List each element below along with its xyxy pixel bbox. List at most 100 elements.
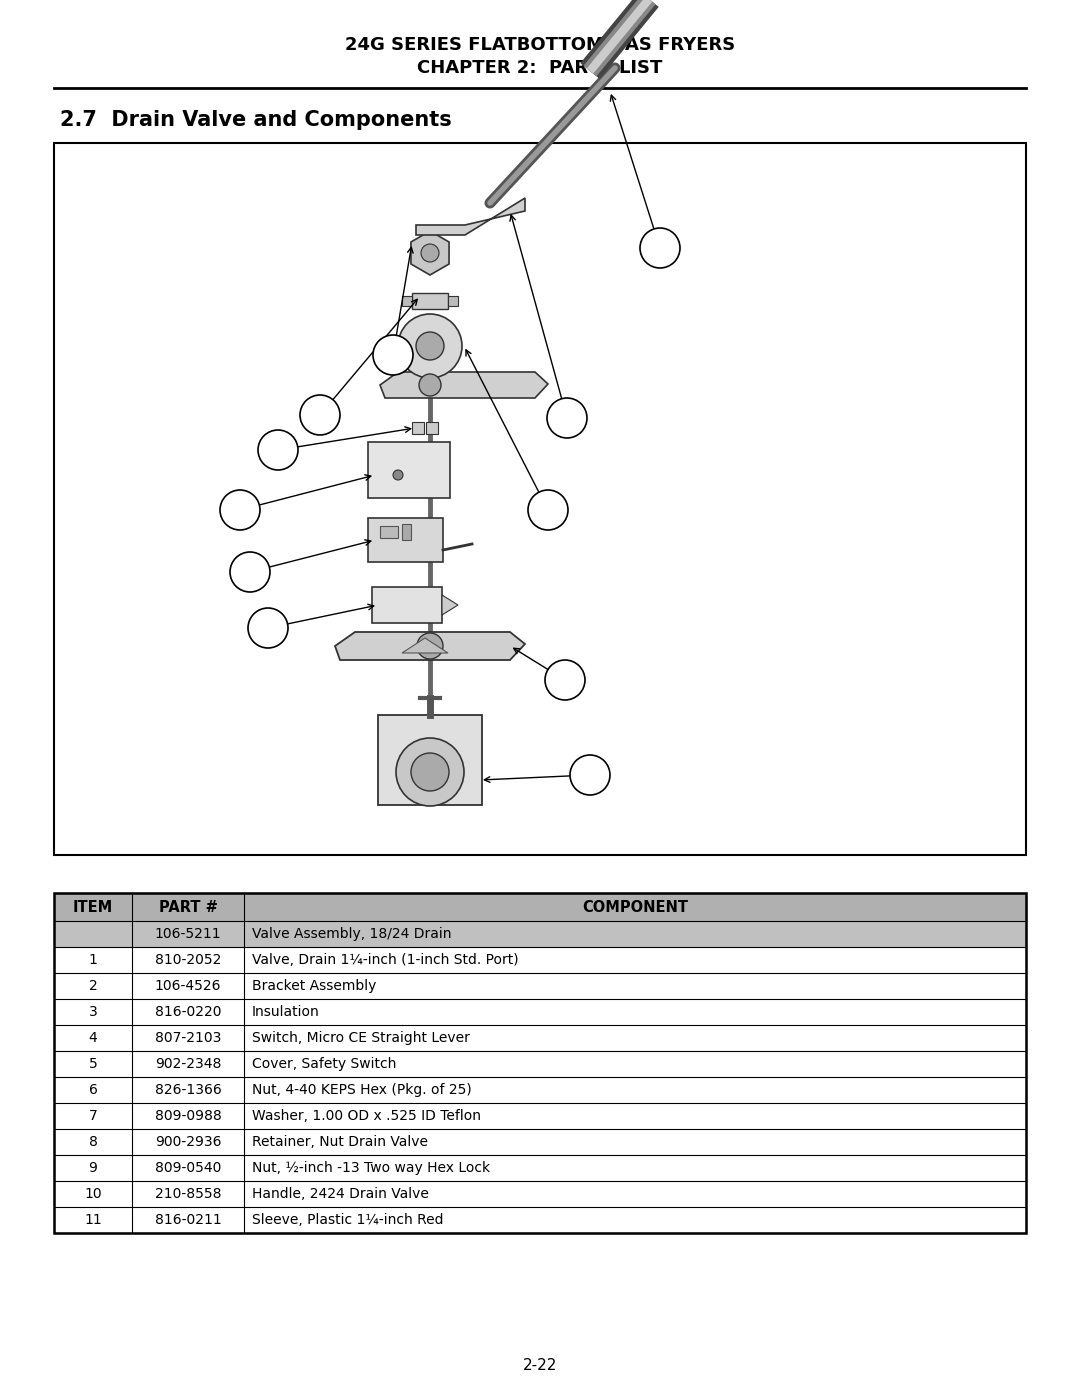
Text: Handle, 2424 Drain Valve: Handle, 2424 Drain Valve: [252, 1187, 429, 1201]
Circle shape: [300, 395, 340, 434]
Bar: [54, 142, 1026, 855]
Text: 8: 8: [315, 408, 324, 422]
Text: 10: 10: [84, 1187, 102, 1201]
Polygon shape: [380, 372, 548, 398]
Text: 106-5211: 106-5211: [154, 928, 221, 942]
Text: 7: 7: [89, 1109, 97, 1123]
Bar: [54, 999, 1026, 1025]
Polygon shape: [335, 631, 525, 659]
Text: 5: 5: [235, 503, 244, 517]
Circle shape: [419, 374, 441, 395]
Circle shape: [528, 490, 568, 529]
Circle shape: [373, 335, 413, 374]
Circle shape: [396, 738, 464, 806]
Text: 809-0988: 809-0988: [154, 1109, 221, 1123]
Circle shape: [258, 430, 298, 469]
Text: COMPONENT: COMPONENT: [582, 900, 688, 915]
Text: 2.7  Drain Valve and Components: 2.7 Drain Valve and Components: [60, 110, 451, 130]
Text: PART #: PART #: [159, 900, 217, 915]
Circle shape: [545, 659, 585, 700]
Circle shape: [411, 753, 449, 791]
Bar: [380, 527, 399, 538]
Text: 11: 11: [84, 1213, 102, 1227]
Text: 106-4526: 106-4526: [154, 979, 221, 993]
Text: ITEM: ITEM: [72, 900, 113, 915]
Text: Valve, Drain 1¼-inch (1-inch Std. Port): Valve, Drain 1¼-inch (1-inch Std. Port): [252, 953, 518, 967]
Bar: [54, 972, 1026, 999]
Text: 826-1366: 826-1366: [154, 1083, 221, 1097]
Bar: [448, 296, 458, 306]
Circle shape: [393, 469, 403, 481]
Text: 6: 6: [89, 1083, 97, 1097]
Text: 9: 9: [89, 1161, 97, 1175]
Text: 210-8558: 210-8558: [154, 1187, 221, 1201]
Text: 816-0211: 816-0211: [154, 1213, 221, 1227]
Bar: [54, 893, 1026, 921]
Bar: [54, 947, 1026, 972]
Circle shape: [570, 754, 610, 795]
Circle shape: [248, 608, 288, 648]
Bar: [378, 715, 482, 805]
Text: Washer, 1.00 OD x .525 ID Teflon: Washer, 1.00 OD x .525 ID Teflon: [252, 1109, 481, 1123]
Text: Nut, 4-40 KEPS Hex (Pkg. of 25): Nut, 4-40 KEPS Hex (Pkg. of 25): [252, 1083, 472, 1097]
Bar: [54, 1180, 1026, 1207]
Text: 902-2348: 902-2348: [154, 1058, 221, 1071]
Text: 2: 2: [89, 979, 97, 993]
Circle shape: [416, 332, 444, 360]
Circle shape: [417, 633, 443, 659]
Bar: [54, 1155, 1026, 1180]
Text: 3: 3: [264, 622, 272, 636]
Text: Retainer, Nut Drain Valve: Retainer, Nut Drain Valve: [252, 1134, 428, 1148]
Bar: [54, 921, 1026, 947]
Text: 3: 3: [89, 1004, 97, 1018]
Text: 9: 9: [389, 348, 397, 362]
Text: 24G SERIES FLATBOTTOM GAS FRYERS: 24G SERIES FLATBOTTOM GAS FRYERS: [345, 36, 735, 54]
Circle shape: [640, 228, 680, 268]
Text: 5: 5: [89, 1058, 97, 1071]
Text: Bracket Assembly: Bracket Assembly: [252, 979, 376, 993]
Text: 8: 8: [89, 1134, 97, 1148]
Bar: [54, 1051, 1026, 1077]
Text: Sleeve, Plastic 1¼-inch Red: Sleeve, Plastic 1¼-inch Red: [252, 1213, 444, 1227]
Text: 2: 2: [561, 673, 569, 687]
Text: 7: 7: [543, 503, 552, 517]
Text: 11: 11: [651, 242, 669, 256]
Text: 1: 1: [89, 953, 97, 967]
Circle shape: [421, 244, 438, 263]
Polygon shape: [416, 198, 525, 235]
Text: 6: 6: [273, 443, 283, 457]
Text: 807-2103: 807-2103: [154, 1031, 221, 1045]
Text: 809-0540: 809-0540: [154, 1161, 221, 1175]
Bar: [372, 587, 442, 623]
Text: 816-0220: 816-0220: [154, 1004, 221, 1018]
Bar: [402, 296, 411, 306]
Text: Switch, Micro CE Straight Lever: Switch, Micro CE Straight Lever: [252, 1031, 470, 1045]
Text: CHAPTER 2:  PARTS LIST: CHAPTER 2: PARTS LIST: [417, 59, 663, 77]
Text: 4: 4: [89, 1031, 97, 1045]
Bar: [368, 518, 443, 562]
Bar: [411, 293, 448, 309]
Bar: [54, 893, 1026, 1234]
Text: 900-2936: 900-2936: [154, 1134, 221, 1148]
Bar: [402, 524, 411, 541]
Text: Cover, Safety Switch: Cover, Safety Switch: [252, 1058, 396, 1071]
Circle shape: [220, 490, 260, 529]
Text: Nut, ½-inch -13 Two way Hex Lock: Nut, ½-inch -13 Two way Hex Lock: [252, 1161, 490, 1175]
Text: Valve Assembly, 18/24 Drain: Valve Assembly, 18/24 Drain: [252, 928, 451, 942]
Polygon shape: [402, 638, 448, 652]
Bar: [54, 1207, 1026, 1234]
Polygon shape: [411, 231, 449, 275]
Text: 810-2052: 810-2052: [154, 953, 221, 967]
Bar: [368, 441, 450, 497]
Circle shape: [546, 398, 588, 439]
Circle shape: [399, 314, 462, 379]
Bar: [426, 422, 438, 434]
Circle shape: [230, 552, 270, 592]
Bar: [54, 1025, 1026, 1051]
Bar: [411, 422, 424, 434]
Bar: [54, 1129, 1026, 1155]
Text: 2-22: 2-22: [523, 1358, 557, 1372]
Text: 10: 10: [558, 411, 576, 425]
Polygon shape: [442, 595, 458, 615]
Bar: [54, 1104, 1026, 1129]
